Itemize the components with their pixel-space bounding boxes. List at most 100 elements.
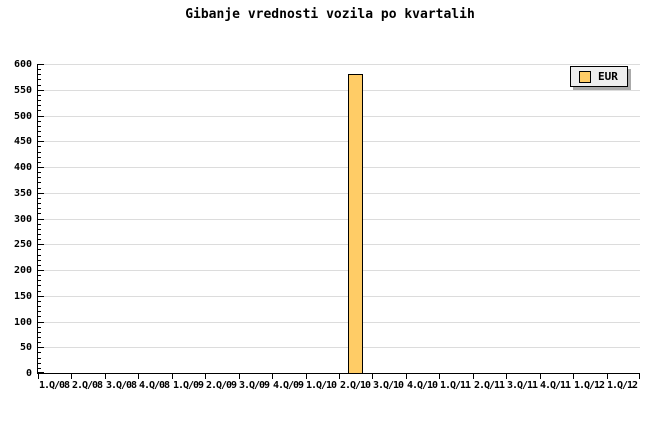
y-minor-tick xyxy=(38,188,41,189)
y-minor-tick xyxy=(38,198,41,199)
y-minor-tick xyxy=(38,105,41,106)
y-minor-tick xyxy=(38,126,41,127)
x-tick xyxy=(38,373,39,379)
x-tick xyxy=(105,373,106,379)
y-minor-tick xyxy=(38,136,41,137)
y-tick-label: 50 xyxy=(19,342,32,353)
x-tick-label: 3.Q/10 xyxy=(372,380,404,391)
legend: EUR xyxy=(570,66,628,87)
x-tick xyxy=(205,373,206,379)
gridline xyxy=(38,90,640,91)
y-minor-tick xyxy=(38,249,41,250)
y-major-tick xyxy=(38,372,44,373)
gridline xyxy=(38,347,640,348)
y-tick-label: 250 xyxy=(13,239,32,250)
y-minor-tick xyxy=(38,110,41,111)
x-tick xyxy=(306,373,307,379)
x-tick-label: 4.Q/09 xyxy=(272,380,304,391)
y-tick-label: 100 xyxy=(13,317,32,328)
y-minor-tick xyxy=(38,358,41,359)
x-tick xyxy=(439,373,440,379)
legend-label: EUR xyxy=(598,70,618,83)
x-tick xyxy=(138,373,139,379)
gridline xyxy=(38,64,640,65)
y-minor-tick xyxy=(38,121,41,122)
y-minor-tick xyxy=(38,239,41,240)
y-tick-label: 0 xyxy=(25,368,32,379)
y-major-tick xyxy=(38,296,44,297)
y-minor-tick xyxy=(38,146,41,147)
gridline xyxy=(38,116,640,117)
y-minor-tick xyxy=(38,291,41,292)
y-minor-tick xyxy=(38,301,41,302)
y-minor-tick xyxy=(38,74,41,75)
y-minor-tick xyxy=(38,311,41,312)
y-major-tick xyxy=(38,322,44,323)
x-tick-label: 3.Q/09 xyxy=(238,380,270,391)
x-tick xyxy=(172,373,173,379)
y-minor-tick xyxy=(38,285,41,286)
chart-title: Gibanje vrednosti vozila po kvartalih xyxy=(185,7,475,22)
x-tick-label: 2.Q/08 xyxy=(71,380,103,391)
y-minor-tick xyxy=(38,85,41,86)
x-tick xyxy=(71,373,72,379)
y-major-tick xyxy=(38,64,44,65)
y-minor-tick xyxy=(38,280,41,281)
y-minor-tick xyxy=(38,213,41,214)
y-tick-label: 500 xyxy=(13,111,32,122)
x-tick-label: 4.Q/08 xyxy=(138,380,170,391)
x-tick-label: 1.Q/11 xyxy=(439,380,471,391)
y-minor-tick xyxy=(38,172,41,173)
y-minor-tick xyxy=(38,306,41,307)
y-minor-tick xyxy=(38,316,41,317)
y-minor-tick xyxy=(38,224,41,225)
x-tick-label: 1.Q/09 xyxy=(172,380,204,391)
y-minor-tick xyxy=(38,255,41,256)
y-major-tick xyxy=(38,270,44,271)
gridline xyxy=(38,296,640,297)
x-tick xyxy=(406,373,407,379)
x-tick xyxy=(239,373,240,379)
y-minor-tick xyxy=(38,95,41,96)
y-minor-tick xyxy=(38,203,41,204)
y-tick-label: 450 xyxy=(13,136,32,147)
x-tick xyxy=(339,373,340,379)
y-minor-tick xyxy=(38,342,41,343)
x-tick xyxy=(473,373,474,379)
y-tick-label: 600 xyxy=(13,59,32,70)
x-tick xyxy=(272,373,273,379)
y-tick-label: 150 xyxy=(13,291,32,302)
x-tick-label: 1.Q/12 xyxy=(573,380,605,391)
x-tick xyxy=(506,373,507,379)
gridline xyxy=(38,219,640,220)
y-major-tick xyxy=(38,116,44,117)
bar xyxy=(348,74,363,373)
y-major-tick xyxy=(38,193,44,194)
y-minor-tick xyxy=(38,265,41,266)
y-major-tick xyxy=(38,347,44,348)
plot-area xyxy=(37,64,640,379)
gridline xyxy=(38,141,640,142)
y-minor-tick xyxy=(38,275,41,276)
y-minor-tick xyxy=(38,363,41,364)
y-minor-tick xyxy=(38,368,41,369)
legend-swatch xyxy=(579,70,591,83)
x-tick xyxy=(573,373,574,379)
gridline xyxy=(38,244,640,245)
y-minor-tick xyxy=(38,337,41,338)
x-tick xyxy=(372,373,373,379)
y-minor-tick xyxy=(38,69,41,70)
gridline xyxy=(38,270,640,271)
y-major-tick xyxy=(38,167,44,168)
y-tick-label: 300 xyxy=(13,214,32,225)
y-minor-tick xyxy=(38,260,41,261)
x-tick-label: 1.Q/08 xyxy=(38,380,70,391)
x-tick-label: 4.Q/11 xyxy=(539,380,571,391)
y-minor-tick xyxy=(38,131,41,132)
y-tick-label: 400 xyxy=(13,162,32,173)
y-minor-tick xyxy=(38,352,41,353)
y-major-tick xyxy=(38,219,44,220)
y-minor-tick xyxy=(38,100,41,101)
y-major-tick xyxy=(38,141,44,142)
x-tick-label: 1.Q/10 xyxy=(305,380,337,391)
